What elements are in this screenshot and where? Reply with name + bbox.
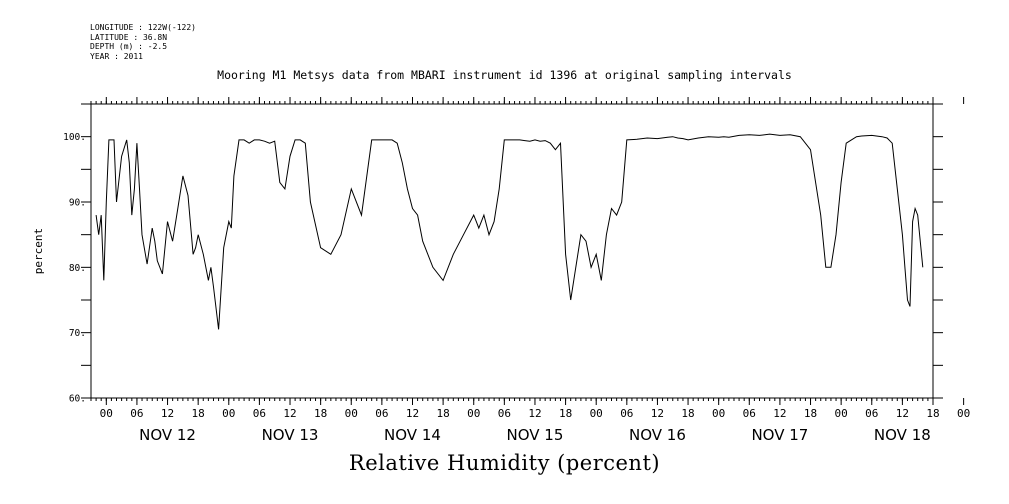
y-axis-label: percent [32, 228, 45, 274]
x-tick-label: 00 [467, 407, 480, 420]
x-tick-label: 18 [436, 407, 449, 420]
y-tick-label: 100. [63, 132, 86, 143]
x-tick-label: 06 [130, 407, 143, 420]
latitude-text: LATITUDE : 36.8N [90, 32, 168, 42]
x-tick-label: 06 [743, 407, 756, 420]
x-tick-label: 12 [896, 407, 909, 420]
x-tick-label: 06 [253, 407, 266, 420]
x-tick-label: 00 [835, 407, 848, 420]
x-tick-label: 18 [926, 407, 939, 420]
location-metadata: LONGITUDE : 122W(-122) LATITUDE : 36.8N … [90, 23, 196, 61]
x-tick-label: 00 [222, 407, 235, 420]
year-text: YEAR : 2011 [90, 51, 143, 61]
x-tick-label: 00 [590, 407, 603, 420]
day-label: NOV 13 [262, 426, 319, 444]
x-tick-label: 18 [314, 407, 327, 420]
x-tick-label: 00 [345, 407, 358, 420]
tick-marks [81, 97, 965, 405]
x-tick-label: 06 [620, 407, 633, 420]
day-label: NOV 18 [874, 426, 931, 444]
x-tick-label: 18 [559, 407, 572, 420]
day-label: NOV 17 [751, 426, 808, 444]
x-tick-label: 18 [681, 407, 694, 420]
y-tick-label: 70. [69, 328, 86, 339]
axis-labels: 00 06 12 18 00 06 12 18 00 06 12 18 00 06 12 18 00 06 12 18… [63, 132, 970, 444]
x-tick-label: 00 [100, 407, 113, 420]
depth-text: DEPTH (m) : -2.5 [90, 42, 168, 51]
chart-title: Mooring M1 Metsys data from MBARI instru… [217, 68, 792, 82]
y-tick-label: 90. [69, 198, 86, 209]
y-tick-label: 60. [69, 394, 86, 405]
x-tick-label: 06 [865, 407, 878, 420]
x-tick-label: 12 [406, 407, 419, 420]
day-label: NOV 15 [507, 426, 564, 444]
day-label: NOV 16 [629, 426, 686, 444]
x-tick-label: 12 [283, 407, 296, 420]
x-tick-label: 18 [192, 407, 205, 420]
x-tick-label: 00 [957, 407, 970, 420]
plot-frame [90, 103, 934, 399]
longitude-text: LONGITUDE : 122W(-122) [90, 23, 196, 32]
x-tick-label: 06 [375, 407, 388, 420]
x-tick-label: 12 [161, 407, 174, 420]
x-tick-label: 12 [773, 407, 786, 420]
x-tick-label: 06 [498, 407, 511, 420]
day-label: NOV 14 [384, 426, 441, 444]
y-tick-label: 80. [69, 263, 86, 274]
x-tick-label: 00 [712, 407, 725, 420]
x-tick-label: 18 [804, 407, 817, 420]
day-label: NOV 12 [139, 426, 196, 444]
x-tick-label: 12 [528, 407, 541, 420]
series-line-relative-humidity [95, 133, 924, 330]
x-tick-label: 12 [651, 407, 664, 420]
x-axis-title: Relative Humidity (percent) [348, 451, 661, 475]
